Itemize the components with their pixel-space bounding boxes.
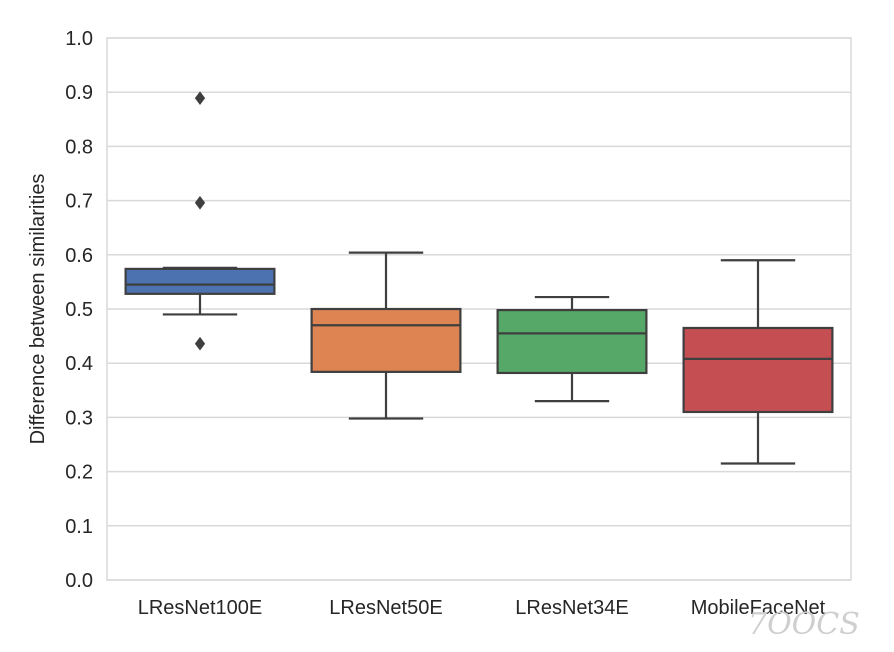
y-tick-label: 0.8 <box>65 136 93 158</box>
y-tick-label: 0.4 <box>65 353 93 375</box>
boxes <box>124 91 834 465</box>
outlier-point <box>194 195 206 210</box>
box-group-lresnet34e <box>496 295 648 403</box>
plot-area-frame <box>106 37 852 581</box>
x-tick-label: LResNet34E <box>515 597 628 619</box>
y-tick-label: 0.0 <box>65 570 93 592</box>
y-tick-label: 0.5 <box>65 299 93 321</box>
y-axis-label: Difference between similarities <box>27 174 49 445</box>
y-tick-label: 0.7 <box>65 191 93 213</box>
outlier-point <box>194 336 206 351</box>
x-tick-label: LResNet100E <box>138 597 263 619</box>
x-tick-label: LResNet50E <box>329 597 442 619</box>
iqr-box <box>496 308 648 375</box>
y-tick-label: 0.3 <box>65 407 93 429</box>
watermark-logo: 7OOCS <box>748 607 860 642</box>
y-tick-label: 1.0 <box>65 28 93 50</box>
iqr-box <box>682 326 834 414</box>
y-tick-label: 0.2 <box>65 462 93 484</box>
iqr-box <box>310 307 462 373</box>
x-tick-label: MobileFaceNet <box>691 597 826 619</box>
outlier-point <box>194 91 206 105</box>
x-tick-labels: LResNet100E LResNet50E LResNet34E MobileFac… <box>138 597 826 619</box>
y-tick-label: 0.9 <box>65 82 93 104</box>
y-tick-labels: 0.0 0.1 0.2 0.3 0.4 0.5 0.6 0.7 0.8 0.9 1.0 <box>65 28 93 592</box>
box-group-lresnet100e <box>124 91 276 351</box>
y-tick-label: 0.6 <box>65 245 93 267</box>
box-group-mobilefacenet <box>682 259 834 465</box>
box-group-lresnet50e <box>310 251 462 420</box>
iqr-box <box>124 267 276 295</box>
y-tick-label: 0.1 <box>65 516 93 538</box>
grid-lines <box>107 37 851 581</box>
